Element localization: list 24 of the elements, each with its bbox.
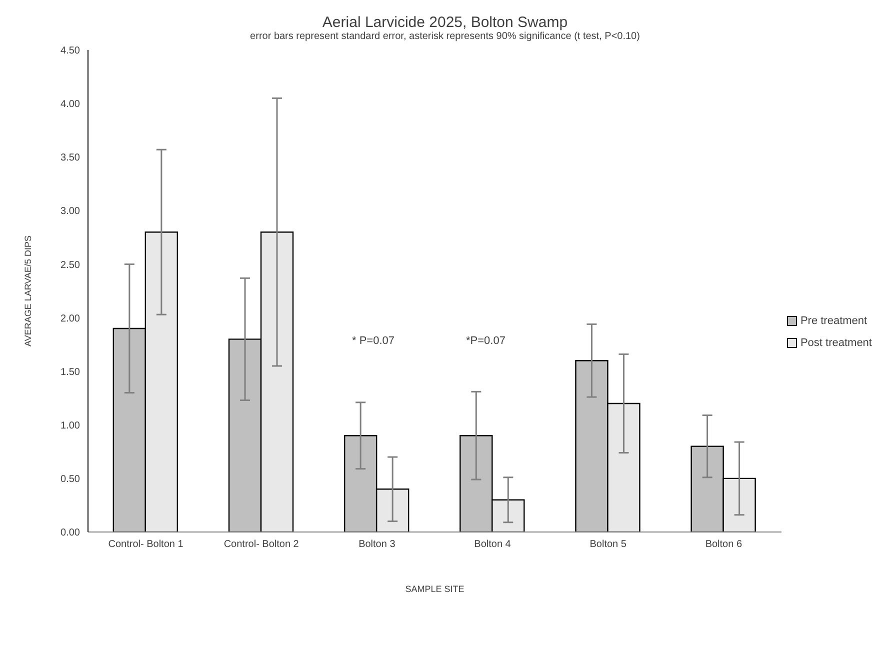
x-tick-label: Control- Bolton 2 [224,539,300,550]
y-tick-label: 2.50 [60,260,80,271]
y-tick-label: 1.50 [60,366,80,378]
y-tick-label: 1.00 [60,420,80,432]
x-tick-label: Bolton 6 [705,539,742,550]
y-tick-label: 0.50 [60,474,80,485]
legend-label: Pre treatment [800,315,868,327]
chart-subtitle: error bars represent standard error, asterisk represents 90% significance (t test, P<0.10) [249,31,641,42]
legend-label: Post treatment [800,337,872,349]
annotation: * P=0.07 [352,335,395,347]
x-tick-label: Bolton 5 [590,539,627,550]
y-tick-label: 3.50 [60,152,80,164]
annotation: *P=0.07 [466,335,506,347]
y-tick-label: 4.00 [60,99,80,110]
chart-title: Aerial Larvicide 2025, Bolton Swamp [321,14,569,31]
x-tick-label: Bolton 4 [474,539,512,550]
y-tick-label: 2.00 [60,313,80,324]
x-tick-label: Control- Bolton 1 [108,539,184,550]
y-tick-label: 4.50 [60,46,80,57]
y-tick-label: 3.00 [60,206,80,218]
x-axis-title: SAMPLE SITE [405,584,464,594]
x-tick-label: Bolton 3 [358,539,396,550]
y-tick-label: 0.00 [60,528,80,539]
y-axis-title: AVERAGE LARVAE/5 DIPS [23,235,34,347]
